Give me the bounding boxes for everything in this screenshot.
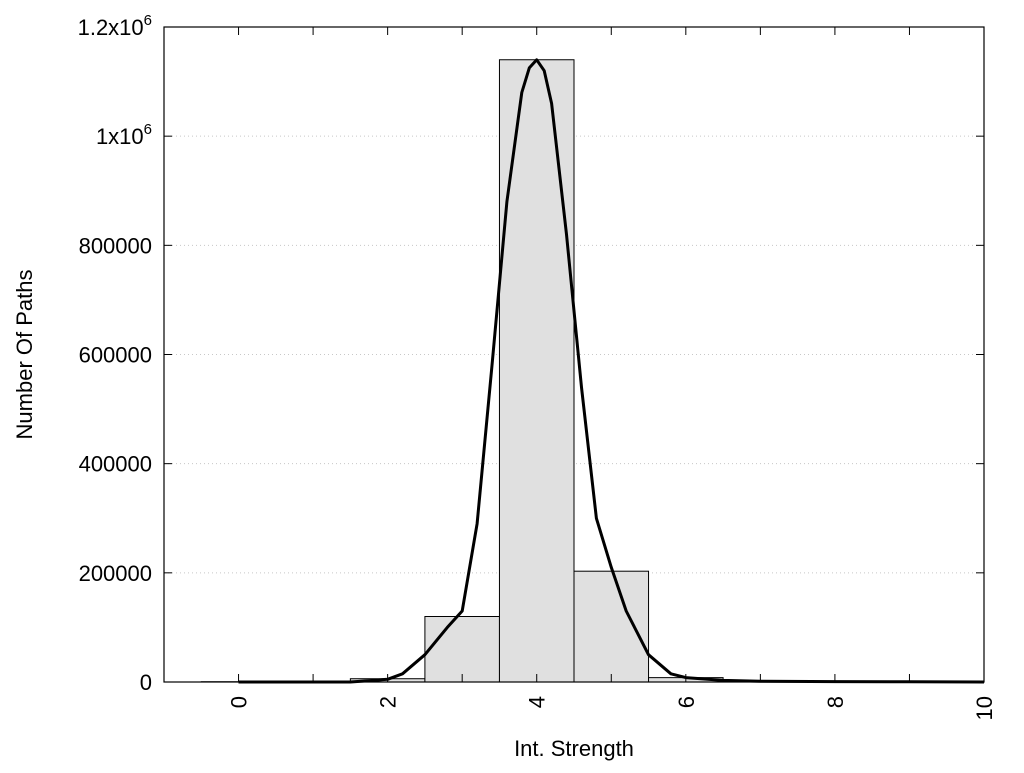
histogram-bars (201, 60, 946, 682)
histogram-bar (425, 617, 500, 683)
x-tick-label: 4 (525, 696, 550, 708)
y-tick-label: 400000 (79, 452, 152, 477)
histogram-bar (499, 60, 574, 682)
x-tick-label: 10 (972, 696, 997, 720)
y-axis-title: Number Of Paths (12, 270, 37, 440)
y-tick-label: 0 (140, 670, 152, 695)
x-tick-label: 8 (823, 696, 848, 708)
histogram-bar (574, 571, 649, 682)
y-tick-label: 600000 (79, 343, 152, 368)
y-tick-label: 200000 (79, 561, 152, 586)
x-tick-label: 2 (376, 696, 401, 708)
x-tick-label: 0 (227, 696, 252, 708)
y-tick-label: 1.2x106 (78, 12, 152, 40)
x-tick-label: 6 (674, 696, 699, 708)
y-tick-label: 1x106 (96, 121, 152, 149)
y-tick-exponent: 6 (144, 121, 152, 138)
y-tick-exponent: 6 (144, 12, 152, 29)
y-tick-label: 800000 (79, 233, 152, 258)
x-axis-title: Int. Strength (514, 736, 634, 761)
